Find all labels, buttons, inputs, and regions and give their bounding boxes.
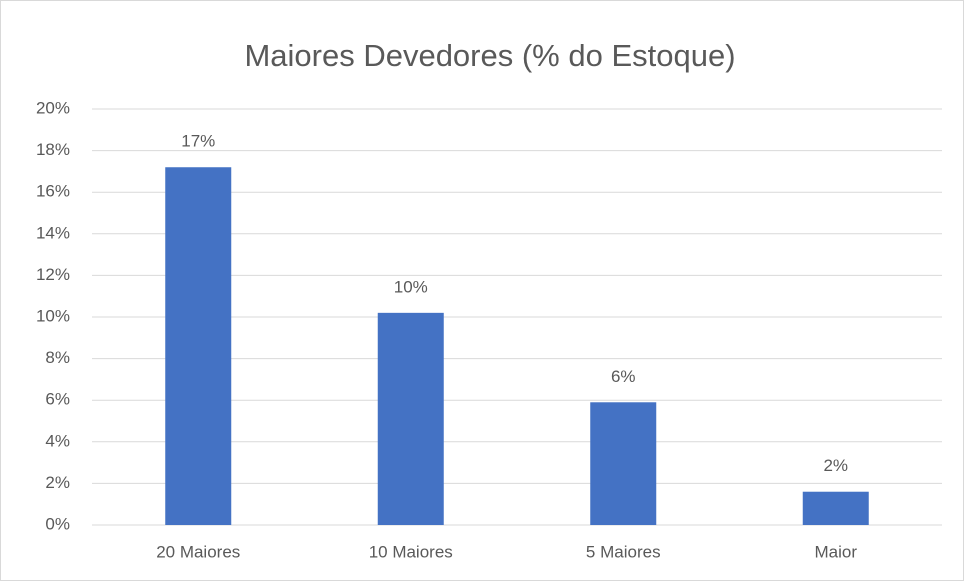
y-tick-label: 2% <box>45 473 70 492</box>
data-label: 17% <box>181 132 215 151</box>
x-tick-label: Maior <box>814 542 857 561</box>
x-tick-label: 20 Maiores <box>156 542 240 561</box>
data-label: 10% <box>394 277 428 296</box>
chart-title: Maiores Devedores (% do Estoque) <box>244 38 735 73</box>
y-tick-label: 14% <box>36 223 70 242</box>
bar <box>802 491 869 525</box>
data-label: 6% <box>611 367 636 386</box>
y-tick-label: 4% <box>45 431 70 450</box>
x-tick-label: 10 Maiores <box>369 542 453 561</box>
y-tick-label: 18% <box>36 140 70 159</box>
bar <box>377 312 444 525</box>
bar <box>590 402 657 525</box>
y-tick-label: 6% <box>45 390 70 409</box>
y-tick-label: 16% <box>36 182 70 201</box>
y-tick-label: 12% <box>36 265 70 284</box>
data-label: 2% <box>823 456 848 475</box>
y-tick-label: 10% <box>36 306 70 325</box>
y-tick-label: 20% <box>36 98 70 117</box>
y-tick-label: 0% <box>45 514 70 533</box>
y-tick-label: 8% <box>45 348 70 367</box>
bar <box>165 167 232 526</box>
x-tick-label: 5 Maiores <box>586 542 661 561</box>
